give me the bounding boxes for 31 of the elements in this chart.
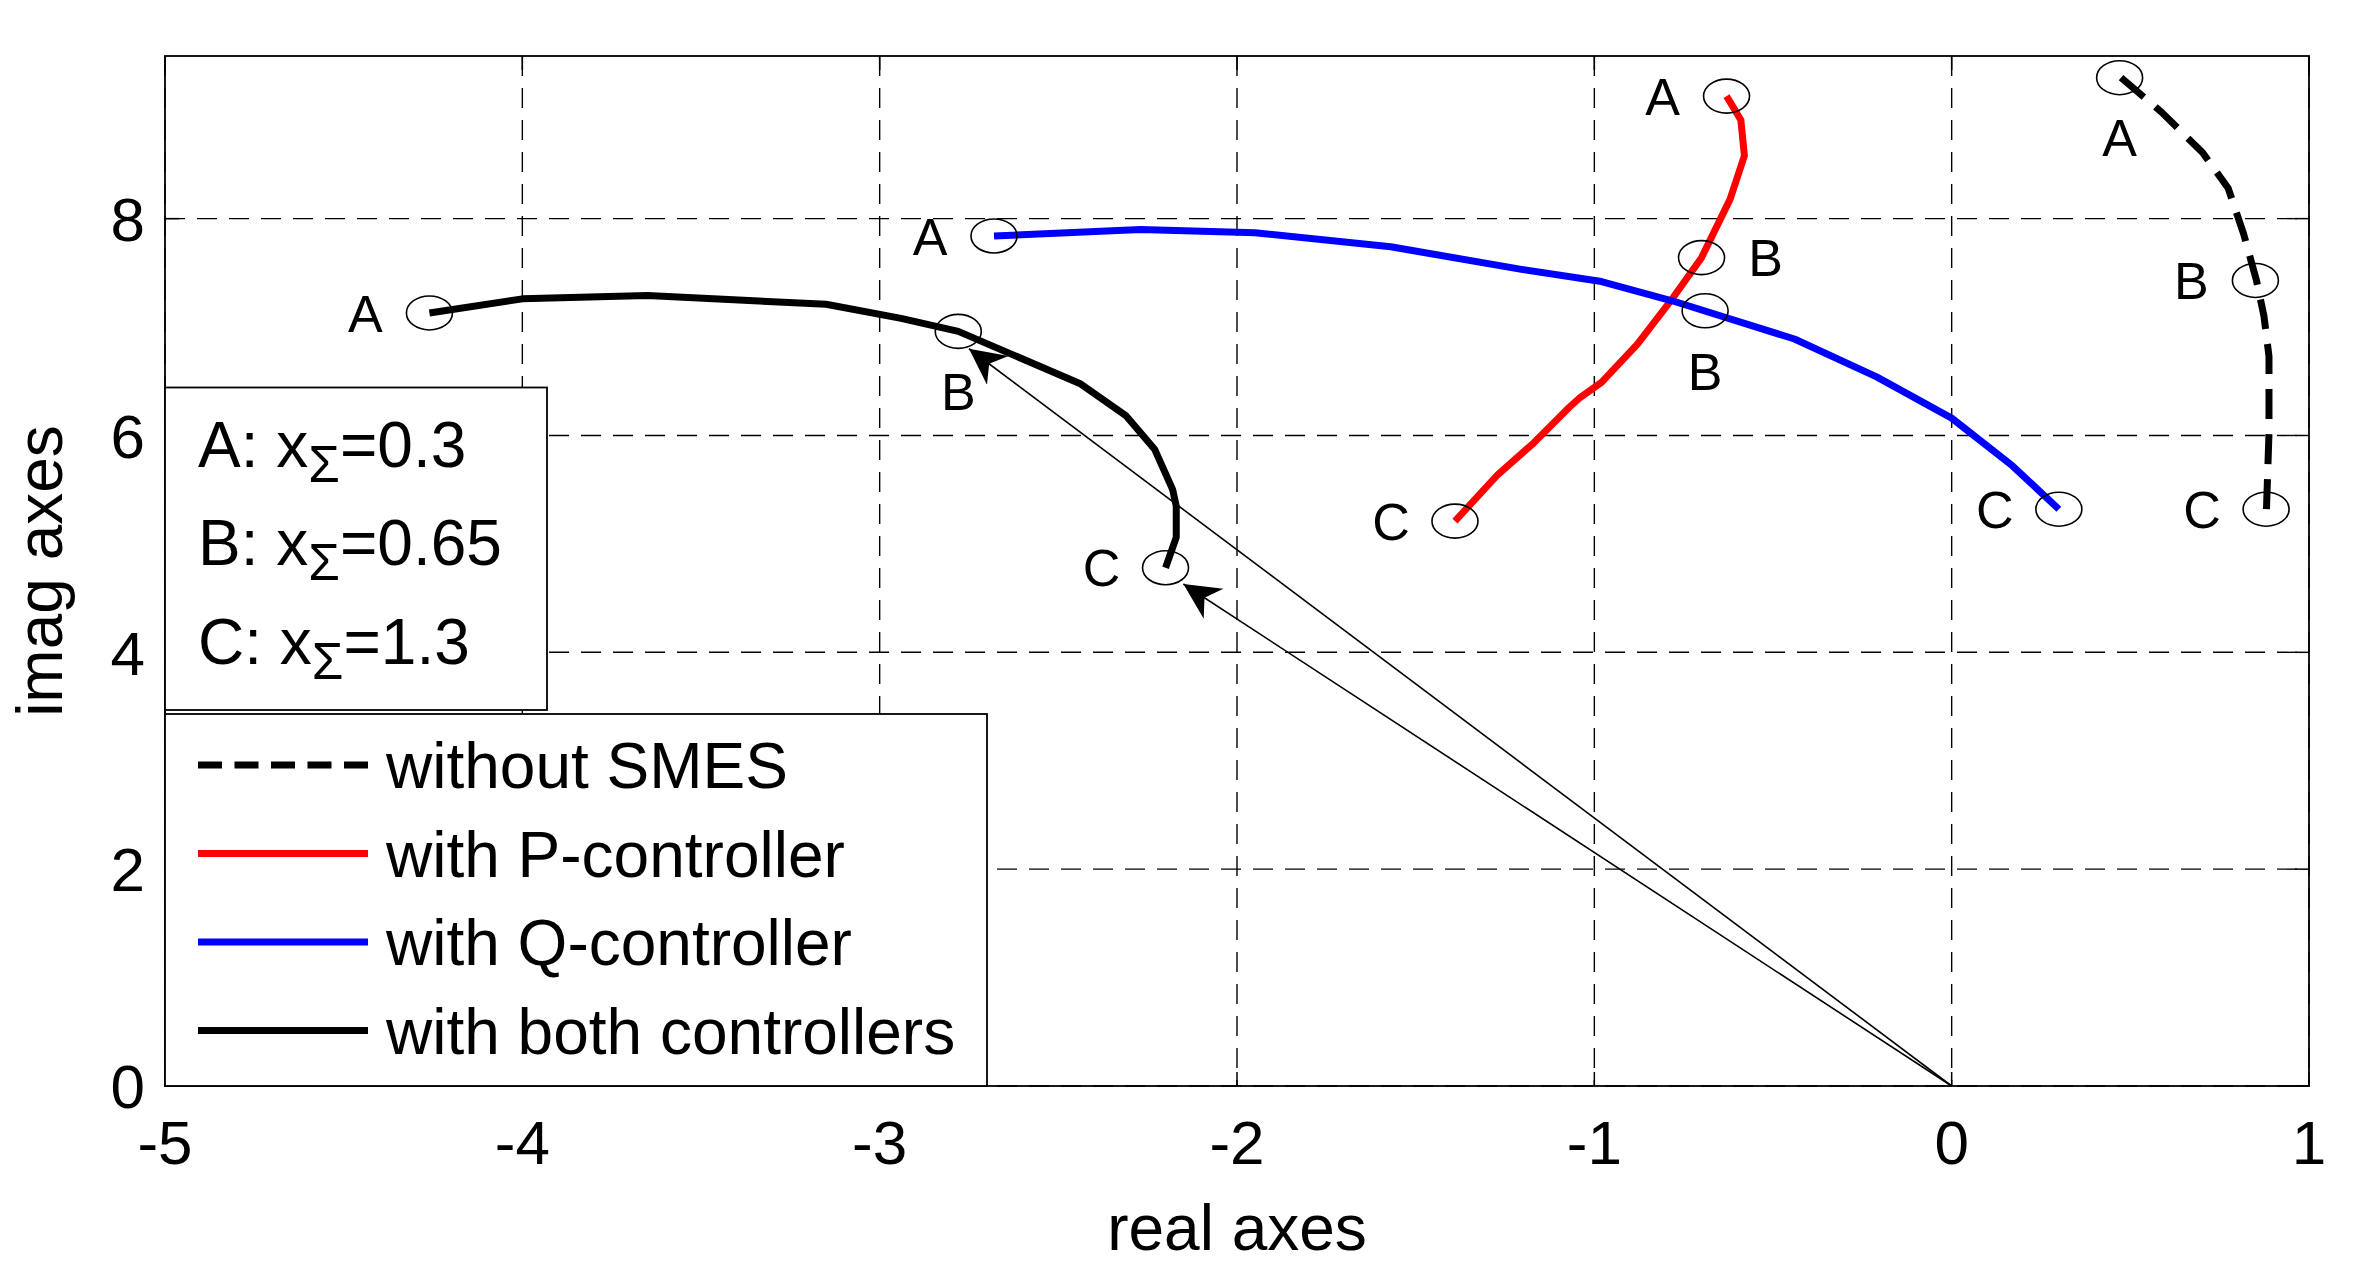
annotation: A: x$_{Σ}$=0.3 bbox=[198, 408, 467, 493]
annotation: C bbox=[1372, 492, 1410, 551]
y-tick-label: 6 bbox=[110, 401, 145, 471]
annotation: A bbox=[1645, 67, 1681, 126]
legend-label: with P-controller bbox=[385, 818, 845, 891]
x-tick-label: 1 bbox=[2291, 1108, 2327, 1177]
y-axis-title: imag axes bbox=[4, 425, 76, 717]
annotation: C bbox=[1082, 539, 1121, 598]
x-tick-label: 0 bbox=[1934, 1108, 1969, 1177]
annotation: B bbox=[940, 363, 976, 422]
y-tick-label: 4 bbox=[110, 618, 145, 688]
x-tick-label: -4 bbox=[494, 1108, 550, 1177]
legend-label: without SMES bbox=[385, 730, 788, 803]
x-axis-title: real axes bbox=[1107, 1192, 1367, 1264]
annotation: B bbox=[2174, 252, 2209, 311]
legend-label: with both controllers bbox=[385, 995, 956, 1068]
y-tick-label: 2 bbox=[110, 835, 145, 905]
x-tick-label: -2 bbox=[1209, 1108, 1265, 1177]
x-tick-label: -3 bbox=[852, 1108, 908, 1177]
annotation: B bbox=[1687, 342, 1723, 401]
x-tick-label: -1 bbox=[1566, 1108, 1622, 1177]
annotation: A bbox=[348, 284, 384, 343]
annotation: B bbox=[1748, 229, 1783, 288]
y-tick-label: 8 bbox=[110, 184, 145, 254]
annotation: C bbox=[1976, 480, 2014, 539]
annotation: A bbox=[912, 207, 948, 266]
annotation: B: x$_{Σ}$=0.65 bbox=[198, 507, 502, 592]
annotation: C bbox=[2183, 480, 2221, 539]
annotation: C: x$_{Σ}$=1.3 bbox=[198, 605, 470, 690]
legend-label: with Q-controller bbox=[385, 907, 852, 980]
annotation: A bbox=[2102, 109, 2138, 168]
